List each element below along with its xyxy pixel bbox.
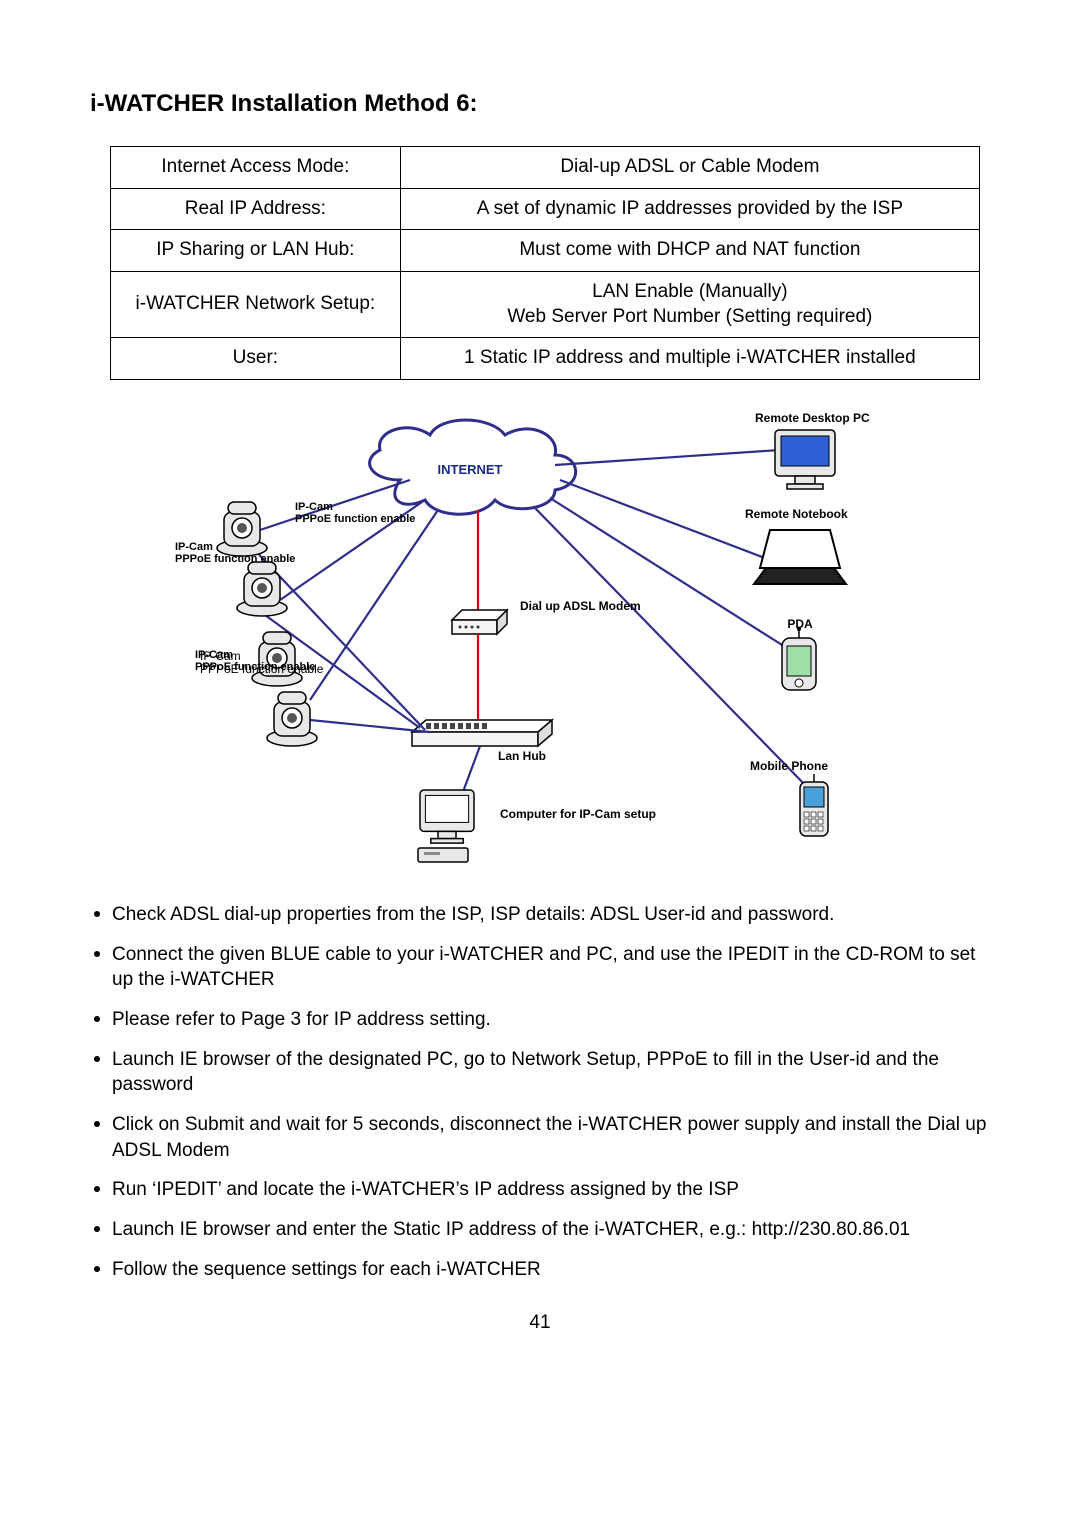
table-row: Internet Access Mode: Dial-up ADSL or Ca…	[111, 147, 980, 189]
table-row: User: 1 Static IP address and multiple i…	[111, 338, 980, 380]
step-item: Connect the given BLUE cable to your i-W…	[90, 942, 990, 993]
info-table: Internet Access Mode: Dial-up ADSL or Ca…	[110, 146, 980, 380]
svg-text:Remote Desktop PC: Remote Desktop PC	[755, 411, 870, 425]
svg-text:Computer for IP-Cam setup: Computer for IP-Cam setup	[500, 807, 656, 821]
step-item: Run ‘IPEDIT’ and locate the i-WATCHER’s …	[90, 1177, 990, 1203]
table-key: User:	[111, 338, 401, 380]
svg-text:Lan Hub: Lan Hub	[498, 749, 546, 763]
svg-text:Dial up ADSL Modem: Dial up ADSL Modem	[520, 599, 641, 613]
table-key: Internet Access Mode:	[111, 147, 401, 189]
table-key: Real IP Address:	[111, 188, 401, 230]
page-number: 41	[90, 1312, 990, 1334]
table-value: LAN Enable (Manually)Web Server Port Num…	[400, 272, 979, 338]
table-value: 1 Static IP address and multiple i-WATCH…	[400, 338, 979, 380]
network-diagram: INTERNETDial up ADSL ModemLan HubIP-CamP…	[105, 410, 975, 880]
svg-text:Remote Notebook: Remote Notebook	[745, 507, 848, 521]
table-value: Dial-up ADSL or Cable Modem	[400, 147, 979, 189]
svg-text:Mobile Phone: Mobile Phone	[750, 759, 828, 773]
table-key: i-WATCHER Network Setup:	[111, 272, 401, 338]
step-item: Click on Submit and wait for 5 seconds, …	[90, 1112, 990, 1163]
svg-text:IP-Cam: IP-Cam	[295, 501, 333, 513]
step-item: Launch IE browser of the designated PC, …	[90, 1047, 990, 1098]
step-item: Follow the sequence settings for each i-…	[90, 1257, 990, 1283]
step-item: Launch IE browser and enter the Static I…	[90, 1217, 990, 1243]
svg-text:IP-Cam: IP-Cam	[200, 649, 241, 663]
table-row: IP Sharing or LAN Hub: Must come with DH…	[111, 230, 980, 272]
table-value: Must come with DHCP and NAT function	[400, 230, 979, 272]
diagram-svg: INTERNETDial up ADSL ModemLan HubIP-CamP…	[160, 410, 920, 880]
table-key: IP Sharing or LAN Hub:	[111, 230, 401, 272]
table-row: i-WATCHER Network Setup: LAN Enable (Man…	[111, 272, 980, 338]
step-item: Please refer to Page 3 for IP address se…	[90, 1007, 990, 1033]
svg-text:PPPoE function enable: PPPoE function enable	[295, 513, 415, 525]
svg-text:INTERNET: INTERNET	[438, 462, 503, 477]
steps-list: Check ADSL dial-up properties from the I…	[90, 902, 990, 1282]
table-row: Real IP Address: A set of dynamic IP add…	[111, 188, 980, 230]
svg-text:IP-Cam: IP-Cam	[175, 541, 213, 553]
svg-text:PPPoE function enable: PPPoE function enable	[200, 662, 324, 676]
document-page: i-WATCHER Installation Method 6: Interne…	[0, 0, 1080, 1374]
table-value: A set of dynamic IP addresses provided b…	[400, 188, 979, 230]
step-item: Check ADSL dial-up properties from the I…	[90, 902, 990, 928]
page-title: i-WATCHER Installation Method 6:	[90, 90, 990, 118]
